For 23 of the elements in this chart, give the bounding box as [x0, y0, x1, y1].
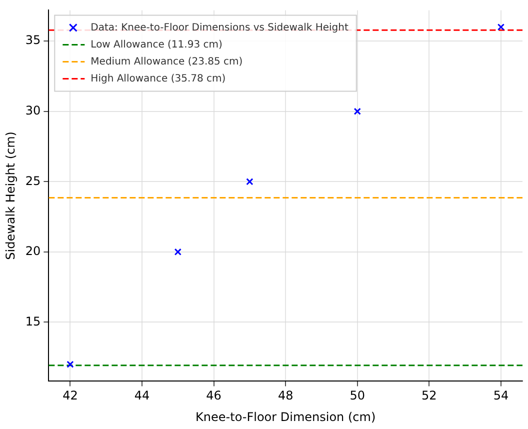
point — [497, 23, 505, 31]
legend-label: High Allowance (35.78 cm) — [90, 73, 226, 84]
x-axis-title: Knee-to-Floor Dimension (cm) — [196, 410, 376, 424]
legend-label: Low Allowance (11.93 cm) — [90, 39, 222, 50]
x-tick-label: 46 — [206, 388, 222, 403]
y-tick-label: 20 — [25, 244, 41, 258]
y-tick-label: 25 — [25, 174, 41, 188]
point — [174, 248, 182, 256]
x-tick-label: 42 — [62, 388, 78, 403]
point — [246, 178, 254, 186]
y-tick-label: 35 — [25, 33, 41, 48]
x-tick-label: 54 — [493, 388, 509, 403]
x-tick-label: 44 — [134, 388, 150, 403]
point — [66, 360, 74, 368]
y-tick-label: 30 — [25, 104, 41, 118]
y-tick-label: 15 — [25, 314, 41, 328]
x-tick-label: 48 — [278, 388, 294, 403]
point — [354, 108, 361, 115]
legend-label: Data: Knee-to-Floor Dimensions vs Sidewalk Height — [90, 22, 348, 34]
legend-label: Medium Allowance (23.85 cm) — [90, 56, 243, 68]
x-tick-label: 52 — [422, 388, 437, 403]
y-axis-title: Sidewalk Height (cm) — [3, 132, 18, 260]
x-tick-label: 50 — [350, 388, 366, 403]
